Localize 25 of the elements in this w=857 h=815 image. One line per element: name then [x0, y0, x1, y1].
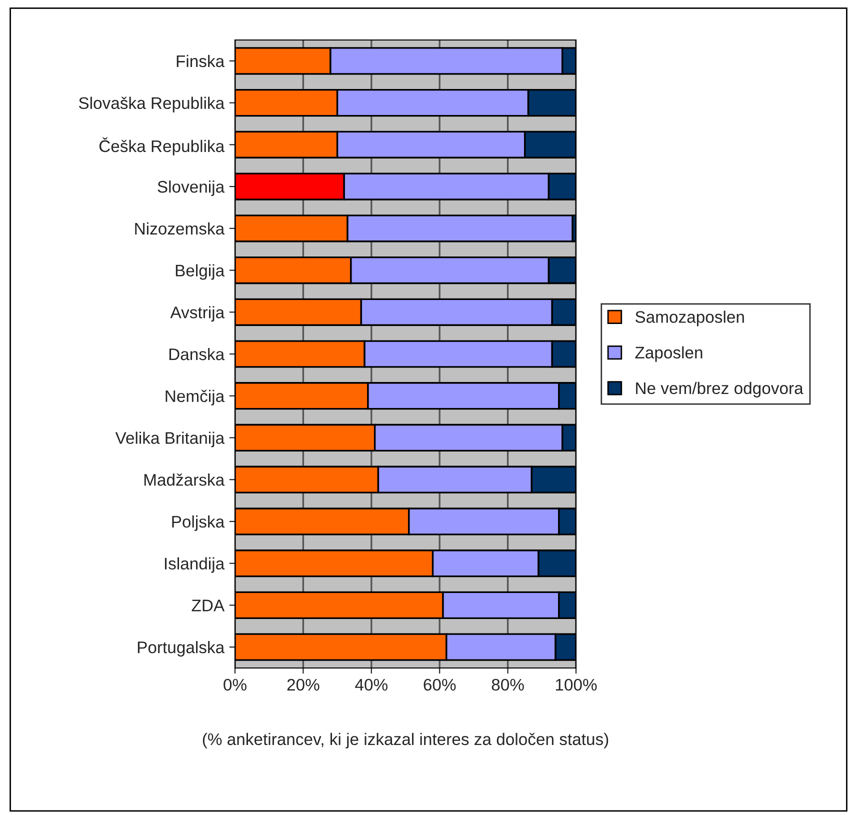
- y-tick-label: Belgija: [176, 264, 225, 280]
- x-tick-label: 20%: [287, 678, 320, 691]
- y-tick-label: Madžarska: [144, 474, 225, 486]
- y-tick-label: Nemčija: [166, 390, 225, 406]
- y-tick-label: Češka Republika: [99, 137, 225, 156]
- y-tick-label: Nizozemska: [135, 222, 225, 235]
- y-tick-label: Slovaška Republika: [78, 96, 225, 112]
- x-tick-label: 60%: [424, 678, 456, 691]
- y-tick-label: Portugalska: [138, 641, 225, 657]
- y-tick-label: ZDA: [192, 600, 225, 612]
- y-tick-label: Finska: [176, 54, 225, 68]
- y-tick-label: Poljska: [172, 515, 225, 531]
- y-tick-label: Velika Britanija: [115, 432, 225, 448]
- legend-label: Ne vem/brez odgovora: [636, 382, 804, 398]
- x-tick-label: 0%: [224, 678, 246, 691]
- x-axis-title: (% anketirancev, ki je izkazal interes za določen status): [202, 732, 608, 748]
- legend-label: Samozaposlen: [635, 310, 744, 326]
- y-tick-label: Islandija: [164, 557, 225, 573]
- x-tick-label: 80%: [492, 678, 524, 691]
- x-tick-label: 40%: [355, 678, 388, 691]
- y-tick-label: Avstrija: [170, 306, 225, 322]
- legend-label: Zaposlen: [635, 346, 702, 362]
- y-tick-label: Slovenija: [158, 180, 225, 196]
- x-tick-label: 100%: [556, 678, 597, 691]
- y-tick-label: Danska: [169, 348, 225, 360]
